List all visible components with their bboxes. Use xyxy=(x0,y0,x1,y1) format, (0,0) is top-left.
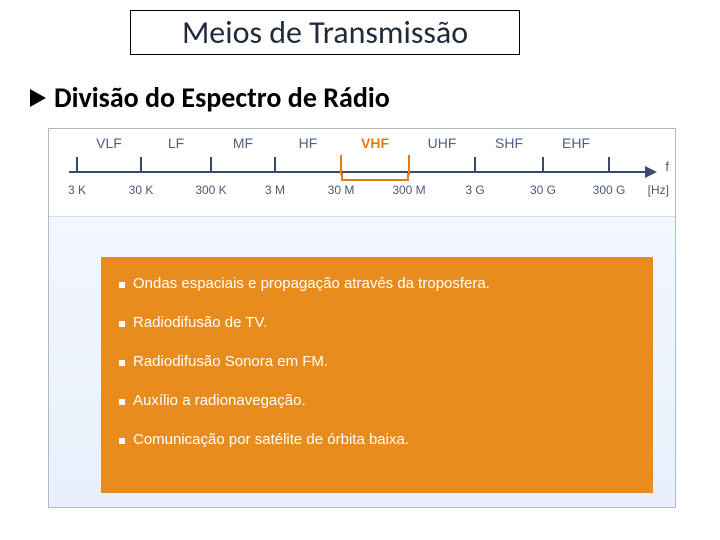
axis-tick xyxy=(408,155,410,175)
spectrum-figure: f [Hz] VLF LF MF HF VHF UHF SHF EHF 3 K 30 K 300 K… xyxy=(48,128,676,508)
axis-tick xyxy=(608,157,610,173)
bullet-square-icon xyxy=(119,399,125,405)
tick-label: 30 M xyxy=(328,183,355,197)
band-label: UHF xyxy=(428,135,457,151)
tick-label: 30 K xyxy=(129,183,154,197)
list-item: Auxílio a radionavegação. xyxy=(119,392,635,409)
tick-label: 30 G xyxy=(530,183,556,197)
axis-tick xyxy=(210,157,212,173)
axis-tick xyxy=(76,157,78,173)
bullet-text: Comunicação por satélite de órbita baixa… xyxy=(133,431,409,448)
tick-label: 3 M xyxy=(265,183,285,197)
band-label: VHF xyxy=(361,135,389,151)
tick-label: 3 G xyxy=(465,183,484,197)
band-label: EHF xyxy=(562,135,590,151)
list-item: Radiodifusão Sonora em FM. xyxy=(119,353,635,370)
axis-arrow-icon xyxy=(645,166,657,178)
tick-label: 300 K xyxy=(195,183,226,197)
bullet-text: Ondas espaciais e propagação através da … xyxy=(133,275,490,292)
bullet-square-icon xyxy=(119,282,125,288)
axis-tick xyxy=(542,157,544,173)
highlight-bracket xyxy=(341,173,409,181)
band-label: SHF xyxy=(495,135,523,151)
axis-tick xyxy=(474,157,476,173)
axis-tick xyxy=(340,155,342,175)
subtitle: Divisão do Espectro de Rádio xyxy=(54,80,390,115)
bullet-square-icon xyxy=(119,360,125,366)
bullet-text: Auxílio a radionavegação. xyxy=(133,392,306,409)
bullet-text: Radiodifusão de TV. xyxy=(133,314,267,331)
list-item: Comunicação por satélite de órbita baixa… xyxy=(119,431,635,448)
axis-unit-symbol: f xyxy=(665,159,669,174)
tick-label: 300 M xyxy=(392,183,425,197)
bullet-text: Radiodifusão Sonora em FM. xyxy=(133,353,328,370)
page-title: Meios de Transmissão xyxy=(182,13,468,52)
tick-label: 3 K xyxy=(68,183,86,197)
band-label: MF xyxy=(233,135,253,151)
list-item: Radiodifusão de TV. xyxy=(119,314,635,331)
title-box: Meios de Transmissão xyxy=(130,10,520,55)
axis-tick xyxy=(140,157,142,173)
axis-tick xyxy=(274,157,276,173)
list-item: Ondas espaciais e propagação através da … xyxy=(119,275,635,292)
tick-label: 300 G xyxy=(593,183,626,197)
bullet-square-icon xyxy=(119,321,125,327)
spectrum-axis: f [Hz] VLF LF MF HF VHF UHF SHF EHF 3 K 30 K 300 K… xyxy=(49,129,675,217)
band-label: VLF xyxy=(96,135,122,151)
band-label: LF xyxy=(168,135,184,151)
axis-unit: [Hz] xyxy=(648,183,669,197)
bullet-square-icon xyxy=(119,438,125,444)
description-box: Ondas espaciais e propagação através da … xyxy=(101,257,653,493)
band-label: HF xyxy=(299,135,318,151)
subtitle-row: Divisão do Espectro de Rádio xyxy=(30,80,390,115)
bullet-triangle-icon xyxy=(30,89,46,107)
